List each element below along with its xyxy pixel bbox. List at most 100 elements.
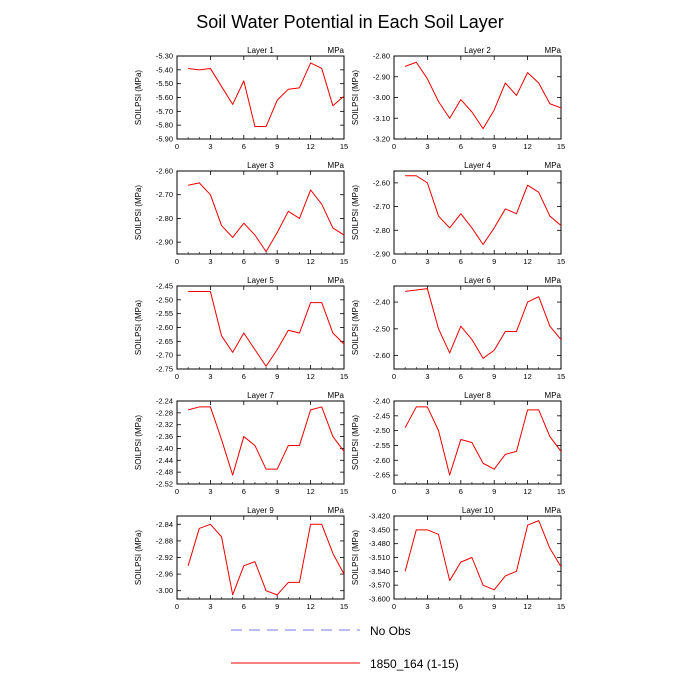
layer-5-panel: Layer 5 MPa SOILPSI (MPa) 0 3 6 9 12 15 -2.45 -2.5…: [134, 276, 348, 381]
layer-10-y-tick-label: -3.420: [369, 512, 390, 521]
layer-8-x-tick-label: 3: [425, 487, 429, 496]
layer-10-x-tick-label: 3: [425, 602, 429, 611]
layer-8-units: MPa: [545, 391, 562, 400]
layer-8-x-tick-label: 12: [523, 487, 531, 496]
layer-2-y-axis-label: SOILPSI (MPa): [351, 70, 360, 125]
layer-7-y-tick-label: -2.24: [156, 397, 173, 406]
layer-2-title: Layer 2: [464, 46, 491, 55]
layer-4-panel: Layer 4 MPa SOILPSI (MPa) 0 3 6 9 12 15 -2.60 -2.7…: [351, 161, 565, 266]
layer-8-y-tick-label: -2.40: [373, 397, 390, 406]
layer-6-x-tick-label: 12: [523, 372, 531, 381]
layer-2-y-tick-label: -3.10: [373, 114, 390, 123]
layer-4-plot-frame: [393, 170, 562, 255]
layer-7-y-tick-label: -2.40: [156, 444, 173, 453]
layer-6-x-tick-label: 0: [392, 372, 396, 381]
layer-1-x-tick-label: 9: [275, 142, 279, 151]
layer-5-y-tick-label: -2.70: [156, 351, 173, 360]
layer-6-plot-frame: [393, 285, 562, 370]
legend-label-1850-164: 1850_164 (1-15): [370, 657, 459, 671]
layer-2-units: MPa: [545, 46, 562, 55]
layer-8-x-tick-label: 6: [459, 487, 463, 496]
layer-2-x-tick-label: 3: [425, 142, 429, 151]
layer-2-series-line: [404, 61, 561, 130]
layer-1-x-tick-label: 12: [306, 142, 314, 151]
layer-7-y-tick-label: -2.36: [156, 432, 173, 441]
layer-5-y-tick-label: -2.75: [156, 365, 173, 374]
layer-6-x-tick-label: 9: [492, 372, 496, 381]
layer-10-series-line: [404, 520, 561, 591]
layer-9-y-axis-label: SOILPSI (MPa): [134, 530, 143, 585]
layer-5-x-tick-label: 6: [242, 372, 246, 381]
layer-1-y-tick-label: -5.90: [156, 135, 173, 144]
layer-3-y-tick-label: -2.70: [156, 190, 173, 199]
layer-8-plot-frame: [393, 400, 562, 485]
figure-title: Soil Water Potential in Each Soil Layer: [196, 12, 504, 32]
layer-1-y-tick-label: -5.60: [156, 93, 173, 102]
layer-9-y-tick-label: -2.96: [156, 570, 173, 579]
layer-3-x-tick-label: 6: [242, 257, 246, 266]
layer-5-y-tick-label: -2.65: [156, 337, 173, 346]
layer-7-panel: Layer 7 MPa SOILPSI (MPa) 0 3 6 9 12 15 -2.24 -2.2…: [134, 391, 348, 496]
layer-10-panel: Layer 10 MPa SOILPSI (MPa) 0 3 6 9 12 15 -3.420 -3…: [351, 506, 565, 611]
layer-8-y-tick-label: -2.50: [373, 426, 390, 435]
layer-8-y-tick-label: -2.45: [373, 411, 390, 420]
layer-10-x-tick-label: 9: [492, 602, 496, 611]
layer-9-y-tick-label: -2.84: [156, 520, 173, 529]
layer-4-x-tick-label: 6: [459, 257, 463, 266]
layer-3-x-tick-label: 12: [306, 257, 314, 266]
layer-8-y-tick-label: -2.65: [373, 471, 390, 480]
layer-10-x-tick-label: 12: [523, 602, 531, 611]
legend-label-no-obs: No Obs: [370, 624, 411, 638]
layer-8-x-tick-label: 9: [492, 487, 496, 496]
layer-7-x-tick-label: 0: [175, 487, 179, 496]
layer-2-x-tick-label: 0: [392, 142, 396, 151]
layer-10-y-tick-label: -3.510: [369, 553, 390, 562]
layer-7-y-axis-label: SOILPSI (MPa): [134, 415, 143, 470]
layer-4-y-axis-label: SOILPSI (MPa): [351, 185, 360, 240]
layer-6-y-axis-label: SOILPSI (MPa): [351, 300, 360, 355]
layer-8-y-axis-label: SOILPSI (MPa): [351, 415, 360, 470]
layer-5-plot-frame: [176, 285, 345, 370]
layer-9-x-tick-label: 15: [340, 602, 348, 611]
layer-1-x-tick-label: 3: [208, 142, 212, 151]
layer-7-x-tick-label: 15: [340, 487, 348, 496]
layer-2-y-tick-label: -2.90: [373, 72, 390, 81]
layer-6-units: MPa: [545, 276, 562, 285]
layer-10-units: MPa: [545, 506, 562, 515]
layer-8-panel: Layer 8 MPa SOILPSI (MPa) 0 3 6 9 12 15 -2.40 -2.4…: [351, 391, 565, 496]
layer-6-y-tick-label: -2.40: [373, 298, 390, 307]
layer-4-units: MPa: [545, 161, 562, 170]
layer-9-x-tick-label: 6: [242, 602, 246, 611]
layer-2-x-tick-label: 15: [557, 142, 565, 151]
layer-10-y-tick-label: -3.540: [369, 567, 390, 576]
layer-10-x-tick-label: 15: [557, 602, 565, 611]
layer-10-title: Layer 10: [462, 506, 494, 515]
layer-5-x-tick-label: 12: [306, 372, 314, 381]
layer-7-x-tick-label: 6: [242, 487, 246, 496]
layer-3-x-tick-label: 3: [208, 257, 212, 266]
layer-9-series-line: [187, 523, 344, 596]
layer-9-panel: Layer 9 MPa SOILPSI (MPa) 0 3 6 9 12 15 -2.84 -2.8…: [134, 506, 348, 611]
layer-3-title: Layer 3: [247, 161, 274, 170]
layer-8-series-line: [404, 406, 561, 476]
layer-9-x-tick-label: 9: [275, 602, 279, 611]
layer-1-y-tick-label: -5.70: [156, 107, 173, 116]
layer-10-y-tick-label: -3.480: [369, 539, 390, 548]
layer-10-y-tick-label: -3.600: [369, 595, 390, 604]
layer-1-title: Layer 1: [247, 46, 274, 55]
layer-3-x-tick-label: 9: [275, 257, 279, 266]
layer-4-y-tick-label: -2.80: [373, 226, 390, 235]
layer-10-x-tick-label: 0: [392, 602, 396, 611]
layer-2-x-tick-label: 12: [523, 142, 531, 151]
layer-5-units: MPa: [328, 276, 345, 285]
layer-7-x-tick-label: 3: [208, 487, 212, 496]
layer-1-x-tick-label: 0: [175, 142, 179, 151]
layer-3-y-axis-label: SOILPSI (MPa): [134, 185, 143, 240]
layer-2-x-tick-label: 9: [492, 142, 496, 151]
layer-10-x-tick-label: 6: [459, 602, 463, 611]
layer-6-x-tick-label: 15: [557, 372, 565, 381]
layer-3-x-tick-label: 0: [175, 257, 179, 266]
layer-1-y-tick-label: -5.40: [156, 65, 173, 74]
layer-4-x-tick-label: 9: [492, 257, 496, 266]
